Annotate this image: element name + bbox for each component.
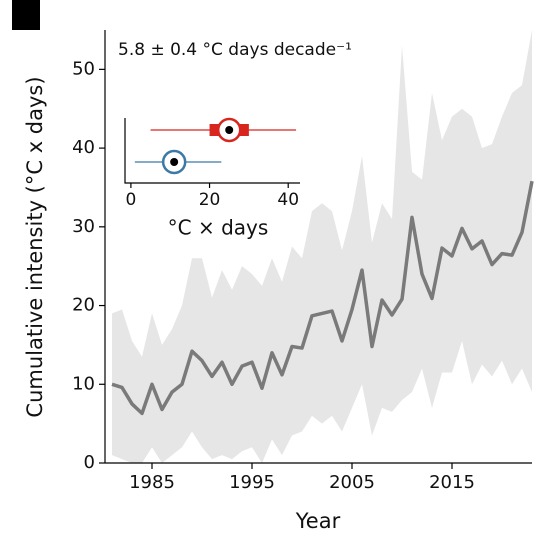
y-tick-label: 30 [72,216,95,237]
x-tick-label: 2015 [429,472,475,493]
inset-axes [124,118,300,184]
plot-layer [111,180,534,416]
x-tick-label: 1985 [129,472,175,493]
x-tick-label: 2005 [329,472,375,493]
y-tick-label: 0 [84,452,95,473]
inset-x-tick-label: 40 [277,190,299,210]
x-axis-label: Year [295,509,341,533]
y-tick-label: 20 [72,295,95,316]
band-layer [112,30,532,463]
annotation: 5.8 ± 0.4 °C days decade⁻¹ [118,40,352,60]
panel-marker [12,0,40,30]
inset-x-label: °C × days [168,216,269,240]
inset-x-tick-label: 20 [199,190,221,210]
y-tick-label: 50 [72,58,95,79]
range-band [112,30,532,463]
inset-x-tick-label: 0 [125,190,136,210]
mean-line [111,180,534,416]
y-tick-label: 40 [72,137,95,158]
estimate-dot [225,126,234,134]
x-tick-label: 1995 [229,472,275,493]
y-axis-label: Cumulative intensity (°C x days) [23,76,47,417]
y-tick-label: 10 [72,373,95,394]
estimate-dot [170,158,179,166]
